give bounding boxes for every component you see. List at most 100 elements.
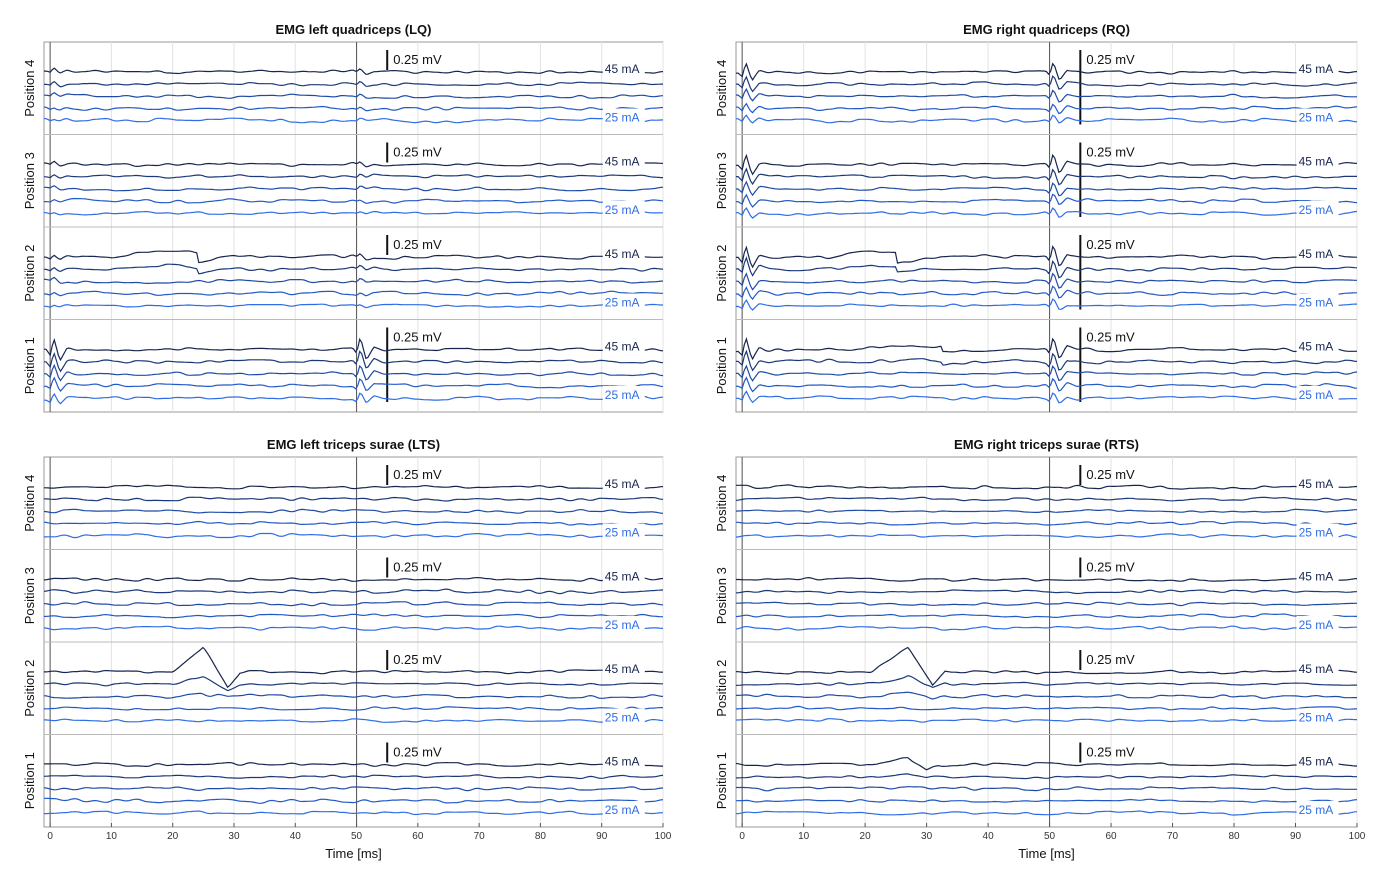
row-label: Position 3 [714, 567, 729, 624]
intensity-label: 45 mA [1299, 62, 1334, 76]
label-mask [602, 708, 645, 724]
panel-title: EMG left triceps surae (LTS) [267, 437, 440, 452]
label-mask [1296, 152, 1339, 168]
label-mask [602, 752, 645, 768]
x-tick-label: 0 [47, 831, 53, 842]
trace-35mA [44, 185, 664, 192]
row-label: Position 4 [22, 60, 37, 117]
trace-40mA [43, 676, 663, 692]
trace-45mA [44, 67, 664, 75]
trace-30mA [735, 613, 1357, 619]
intensity-label: 25 mA [1299, 711, 1334, 725]
row-label: Position 4 [714, 60, 729, 117]
scale-bar-label: 0.25 mV [393, 237, 442, 252]
x-tick-label: 50 [1044, 831, 1056, 842]
intensity-label: 25 mA [605, 296, 640, 310]
panel-RTS: EMG right triceps surae (RTS) Position 4 0… [714, 437, 1366, 861]
scale-bar-label: 0.25 mV [393, 52, 442, 67]
trace-35mA [44, 91, 664, 99]
trace-40mA [43, 774, 664, 780]
x-tick-label: 80 [535, 831, 547, 842]
x-tick-label: 90 [1290, 831, 1302, 842]
intensity-label: 45 mA [605, 477, 640, 491]
label-mask [1296, 752, 1339, 768]
label-mask [1296, 660, 1339, 675]
panel-LQ: EMG left quadriceps (LQ) Position 4 0.25 m… [22, 22, 664, 413]
scale-bar-label: 0.25 mV [393, 745, 442, 760]
intensity-label: 25 mA [1299, 203, 1334, 217]
scale-bar-label: 0.25 mV [1086, 467, 1135, 482]
trace-45mA [43, 576, 664, 582]
row-label: Position 3 [22, 567, 37, 624]
trace-40mA [43, 350, 664, 373]
trace-35mA [43, 508, 664, 514]
label-mask [1296, 567, 1339, 583]
trace-45mA [735, 62, 1358, 81]
scale-bar-label: 0.25 mV [1086, 560, 1135, 575]
intensity-label: 25 mA [1299, 618, 1334, 632]
label-mask [1296, 523, 1339, 539]
label-mask [1296, 293, 1339, 309]
panel-title: EMG left quadriceps (LQ) [275, 22, 431, 37]
trace-45mA [44, 761, 663, 767]
trace-35mA [43, 363, 664, 382]
trace-35mA [43, 692, 664, 699]
intensity-label: 25 mA [605, 803, 640, 817]
intensity-label: 25 mA [605, 711, 640, 725]
row-label: Position 2 [22, 660, 37, 717]
trace-35mA [736, 272, 1357, 291]
scale-bar-label: 0.25 mV [1086, 652, 1135, 667]
row-label: Position 2 [22, 245, 37, 302]
trace-25mA [735, 390, 1357, 404]
trace-35mA [43, 786, 664, 792]
trace-25mA [44, 810, 664, 816]
x-tick-label: 60 [412, 831, 424, 842]
row-label: Position 3 [22, 152, 37, 209]
row-label: Position 2 [714, 660, 729, 717]
x-tick-label: 20 [860, 831, 872, 842]
trace-30mA [735, 376, 1358, 393]
trace-40mA [43, 263, 664, 275]
intensity-label: 25 mA [1299, 526, 1334, 540]
trace-30mA [44, 197, 664, 204]
trace-45mA [735, 646, 1358, 687]
trace-45mA [735, 757, 1357, 771]
trace-45mA [736, 245, 1357, 269]
trace-25mA [44, 303, 663, 309]
scale-bar-label: 0.25 mV [393, 145, 442, 160]
trace-30mA [43, 520, 664, 526]
trace-30mA [44, 797, 664, 804]
row-label: Position 1 [22, 752, 37, 809]
panel-RQ: EMG right quadriceps (RQ) Position 4 0.25 … [714, 22, 1358, 413]
intensity-label: 25 mA [1299, 803, 1334, 817]
scale-bar-label: 0.25 mV [393, 467, 442, 482]
label-mask [602, 660, 645, 675]
trace-40mA [736, 75, 1358, 93]
x-tick-label: 30 [921, 831, 933, 842]
trace-30mA [43, 613, 664, 619]
x-tick-label: 20 [167, 831, 179, 842]
trace-35mA [735, 87, 1357, 103]
trace-30mA [44, 290, 663, 297]
row-label: Position 1 [714, 337, 729, 394]
trace-30mA [43, 706, 663, 711]
trace-40mA [735, 256, 1358, 279]
row-label: Position 3 [714, 152, 729, 209]
trace-45mA [735, 153, 1358, 176]
label-mask [1296, 801, 1339, 816]
x-tick-label: 70 [1167, 831, 1179, 842]
trace-25mA [736, 718, 1357, 723]
label-mask [602, 152, 645, 168]
x-tick-label: 10 [798, 831, 810, 842]
trace-35mA [735, 508, 1357, 513]
trace-25mA [735, 298, 1357, 311]
trace-40mA [43, 496, 664, 502]
x-tick-label: 50 [351, 831, 363, 842]
trace-25mA [43, 210, 663, 216]
intensity-label: 45 mA [1299, 155, 1334, 169]
label-mask [602, 293, 645, 309]
x-tick-label: 60 [1105, 831, 1117, 842]
trace-25mA [735, 625, 1357, 631]
label-mask [602, 201, 645, 216]
trace-45mA [43, 160, 663, 168]
